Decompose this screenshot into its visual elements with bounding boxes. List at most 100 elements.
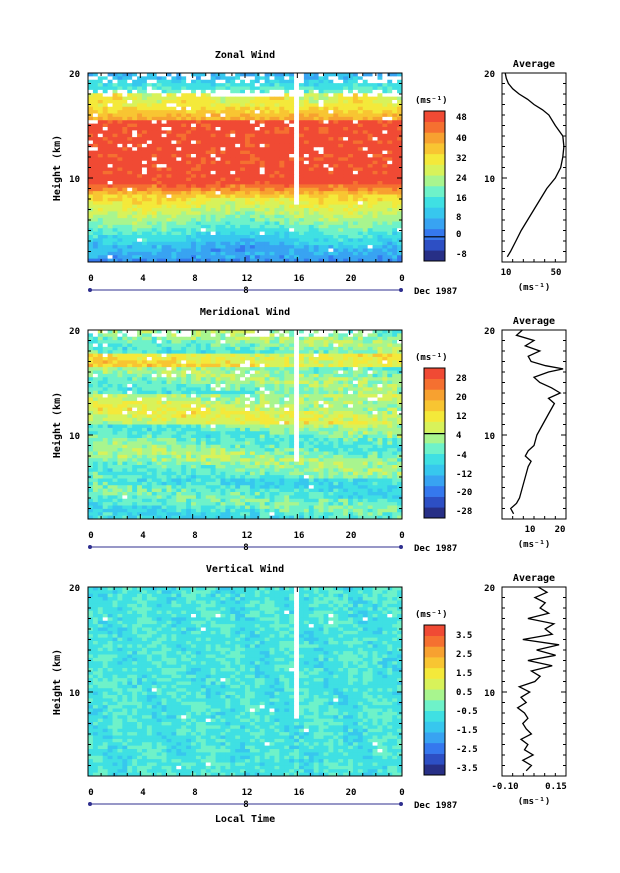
heatmap-cell [146, 167, 153, 172]
heatmap-cell [245, 177, 251, 182]
heatmap-cell [362, 174, 369, 179]
heatmap-cell [176, 384, 182, 388]
heatmap-cell [97, 245, 104, 249]
heatmap-cell [333, 346, 339, 351]
heatmap-cell [141, 147, 148, 152]
heatmap-cell [348, 184, 354, 189]
heatmap-cell [284, 228, 290, 233]
heatmap-cell [127, 255, 133, 260]
heatmap-cell [352, 384, 359, 388]
heatmap-cell [279, 96, 285, 101]
heatmap-cell [215, 164, 221, 168]
heatmap-cell [141, 137, 148, 141]
heatmap-cell [343, 73, 349, 77]
heatmap-cell [195, 231, 202, 236]
heatmap-cell [289, 248, 295, 253]
heatmap-cell [181, 170, 187, 175]
heatmap-cell [343, 360, 349, 365]
heatmap-cell [186, 373, 192, 378]
heatmap-cell [161, 224, 167, 229]
heatmap-cell [343, 197, 349, 202]
heatmap-cell [191, 384, 197, 388]
heatmap-cell [235, 258, 241, 263]
heatmap-cell [240, 143, 246, 148]
heatmap-cell [397, 103, 403, 108]
heatmap-cell [357, 184, 364, 189]
heatmap-cell [156, 231, 162, 236]
heatmap-cell [195, 164, 202, 168]
heatmap-cell [348, 373, 354, 378]
heatmap-cell [294, 170, 300, 175]
heatmap-cell [294, 160, 300, 165]
heatmap-cell [181, 154, 187, 158]
heatmap-cell [146, 164, 153, 168]
heatmap-cell [200, 174, 207, 179]
heatmap-cell [220, 116, 226, 121]
heatmap-cell [102, 330, 109, 334]
heatmap-cell [230, 164, 236, 168]
heatmap-cell [367, 380, 373, 385]
heatmap-cell [137, 218, 143, 222]
heatmap-cell [245, 83, 251, 87]
heatmap-cell [230, 330, 236, 334]
heatmap-cell [240, 370, 246, 375]
heatmap-cell [245, 384, 251, 388]
heatmap-cell [225, 93, 231, 98]
heatmap-cell [88, 353, 94, 358]
heatmap-cell [117, 127, 123, 131]
heatmap-cell [102, 336, 109, 341]
heatmap-cell [338, 123, 344, 128]
heatmap-cell [362, 197, 369, 202]
heatmap-cell [269, 154, 275, 158]
heatmap-cell [298, 387, 305, 392]
heatmap-cell [289, 367, 295, 371]
heatmap-cell [88, 89, 94, 94]
heatmap-cell [279, 258, 285, 263]
heatmap-cell [279, 106, 285, 111]
heatmap-cell [171, 248, 177, 253]
heatmap-cell [225, 384, 231, 388]
heatmap-cell [259, 76, 266, 81]
heatmap-cell [92, 235, 99, 239]
heatmap-cell [107, 255, 113, 260]
heatmap-cell [343, 191, 349, 195]
heatmap-cell [318, 360, 324, 365]
heatmap-cell [269, 100, 275, 104]
heatmap-cell [245, 76, 251, 81]
heatmap-cell [191, 76, 197, 81]
heatmap-cell [146, 89, 153, 94]
heatmap-cell [181, 336, 187, 341]
heatmap-cell [141, 154, 148, 158]
heatmap-cell [308, 258, 315, 263]
heatmap-cell [171, 357, 177, 361]
heatmap-cell [195, 140, 202, 145]
heatmap-cell [328, 133, 334, 138]
heatmap-cell [245, 201, 251, 206]
heatmap-cell [235, 154, 241, 158]
heatmap-cell [254, 184, 261, 189]
heatmap-cell [323, 106, 329, 111]
heatmap-cell [298, 93, 305, 98]
heatmap-cell [191, 197, 197, 202]
heatmap-cell [117, 373, 123, 378]
heatmap-cell [303, 357, 310, 361]
heatmap-cell [303, 333, 310, 338]
heatmap-cell [308, 147, 315, 152]
heatmap-cell [245, 197, 251, 202]
heatmap-cell [235, 174, 241, 179]
heatmap-cell [176, 116, 182, 121]
heatmap-cell [181, 181, 187, 185]
heatmap-cell [308, 181, 315, 185]
heatmap-cell [328, 96, 334, 101]
heatmap-cell [352, 211, 359, 216]
heatmap-cell [220, 258, 226, 263]
heatmap-cell [397, 377, 403, 382]
heatmap-cell [112, 154, 118, 158]
heatmap-cell [107, 73, 113, 77]
heatmap-cell [382, 370, 388, 375]
heatmap-cell [117, 154, 123, 158]
heatmap-cell [132, 157, 138, 162]
heatmap-cell [122, 100, 128, 104]
heatmap-cell [220, 100, 226, 104]
heatmap-cell [137, 197, 143, 202]
